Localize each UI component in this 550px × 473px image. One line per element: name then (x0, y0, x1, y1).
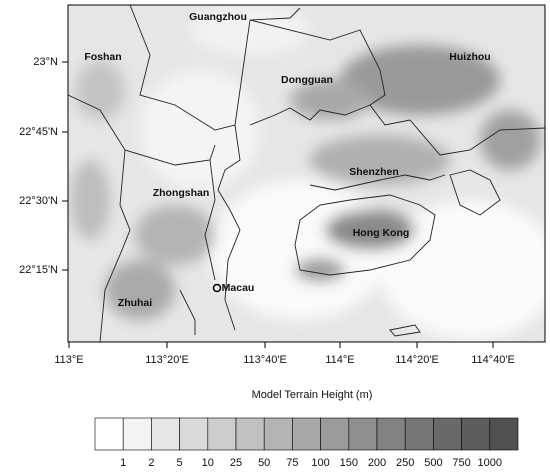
colorbar: 1 2 5 10 25 50 75 100 150 200 250 500 750 1000 (94, 417, 519, 469)
city-label: Guangzhou (189, 11, 247, 23)
colorbar-label: 750 (452, 457, 470, 469)
colorbar-swatch (122, 417, 152, 451)
city-label: Zhuhai (118, 297, 152, 309)
colorbar-label: 500 (424, 457, 442, 469)
colorbar-swatch (151, 417, 180, 451)
city-label: Foshan (84, 51, 121, 63)
map-panel: Guangzhou Foshan Huizhou Dongguan Shenzh… (67, 4, 546, 343)
lon-tick-label: 113°40'E (243, 354, 287, 366)
colorbar-swatch (433, 417, 462, 451)
city-label: Macau (222, 282, 255, 294)
colorbar-swatch (489, 417, 519, 451)
lat-tick-label: 22°30'N (19, 195, 58, 207)
colorbar-label: 1000 (478, 457, 502, 469)
colorbar-label: 10 (202, 457, 214, 469)
city-label: Dongguan (281, 74, 333, 86)
colorbar-label: 25 (230, 457, 242, 469)
colorbar-swatch (235, 417, 265, 451)
colorbar-swatch (207, 417, 237, 451)
colorbar-label: 100 (311, 457, 329, 469)
lon-tick-label: 113°E (54, 354, 83, 366)
colorbar-label: 75 (286, 457, 298, 469)
lon-tick-label: 114°E (325, 354, 354, 366)
colorbar-swatch (348, 417, 378, 451)
lon-tick-label: 114°20'E (395, 354, 439, 366)
colorbar-swatch (263, 417, 293, 451)
colorbar-label: 50 (258, 457, 270, 469)
axes: 113°E 113°20'E 113°40'E 114°E 114°20'E 114°40… (19, 56, 515, 366)
colorbar-label: 1 (120, 457, 126, 469)
colorbar-swatch (94, 417, 124, 451)
city-label: Zhongshan (153, 187, 210, 199)
colorbar-label: 250 (396, 457, 414, 469)
city-label: Shenzhen (349, 166, 399, 178)
colorbar-label: 200 (368, 457, 386, 469)
colorbar-swatch (292, 417, 321, 451)
lat-tick-label: 22°45'N (19, 126, 58, 138)
colorbar-label: 150 (340, 457, 358, 469)
lat-tick-label: 22°15'N (19, 264, 58, 276)
terrain-shading (70, 5, 545, 340)
colorbar-swatch (376, 417, 406, 451)
colorbar-swatch (320, 417, 350, 451)
colorbar-swatch (404, 417, 434, 451)
colorbar-title: Model Terrain Height (m) (252, 389, 373, 401)
colorbar-label: 2 (148, 457, 154, 469)
borders-and-coastline (68, 5, 545, 342)
colorbar-label: 5 (177, 457, 183, 469)
colorbar-swatch (179, 417, 209, 451)
city-label: Huizhou (449, 51, 490, 63)
colorbar-swatch (461, 417, 491, 451)
lat-tick-label: 23°N (33, 56, 58, 68)
lon-tick-label: 114°40'E (471, 354, 515, 366)
lon-tick-label: 113°20'E (145, 354, 189, 366)
city-label: Hong Kong (353, 227, 410, 239)
